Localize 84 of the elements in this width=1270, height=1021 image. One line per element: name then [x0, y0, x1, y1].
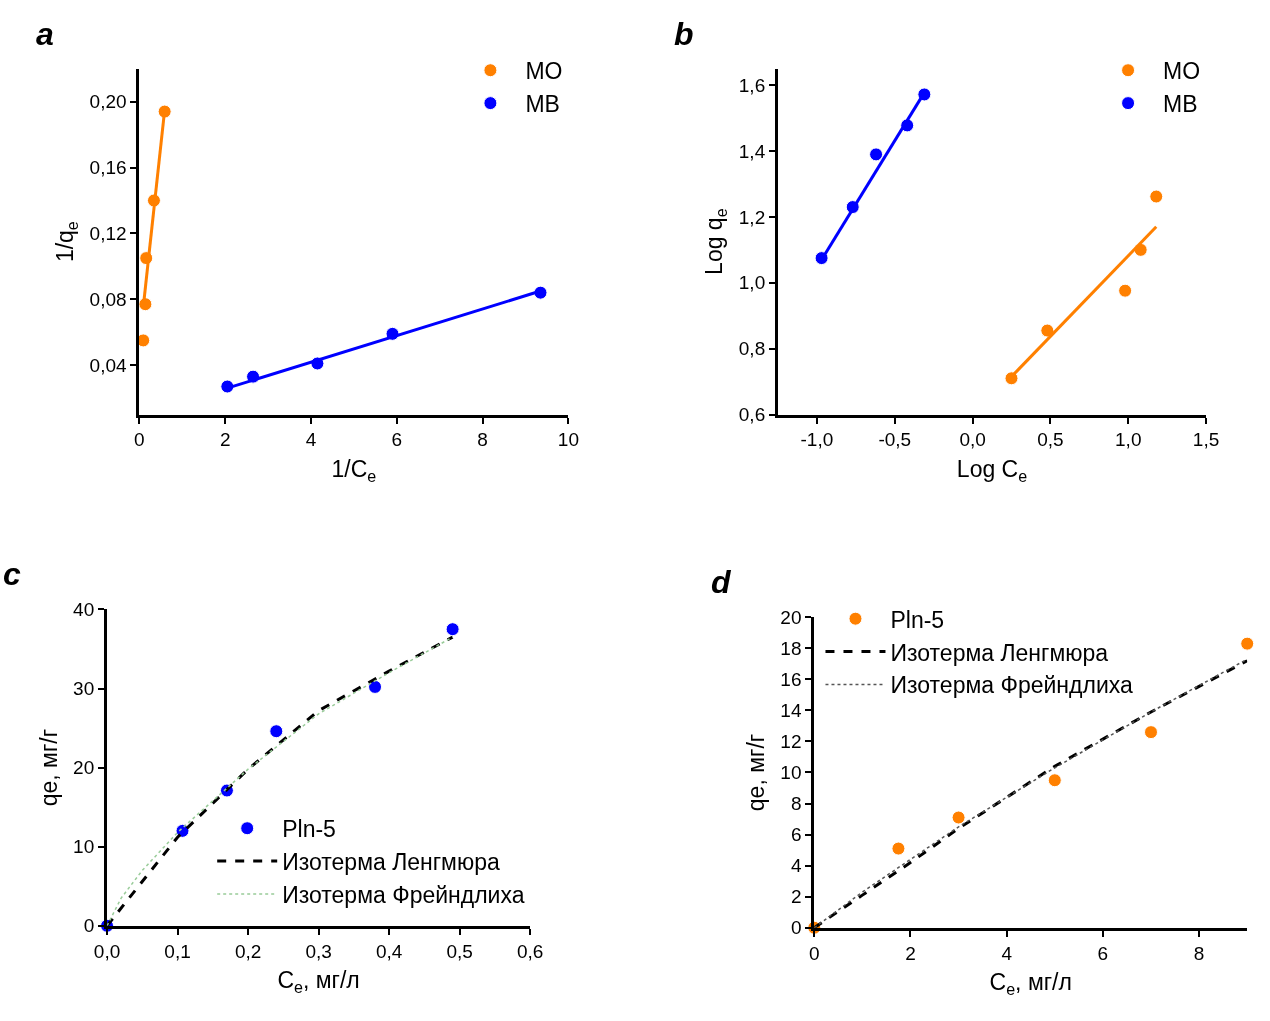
x-tick-label: 0 — [134, 429, 145, 451]
x-axis-title: C$_{e}$, мг/л — [989, 969, 1072, 998]
x-axis-title: C$_{e}$, мг/л — [277, 967, 360, 996]
y-tick-label: 10 — [780, 762, 802, 784]
y-tick-label: 1,0 — [738, 272, 766, 294]
x-tick-label: 0,3 — [305, 940, 332, 962]
y-tick-label: 6 — [790, 824, 802, 846]
point — [269, 724, 284, 739]
point — [1240, 636, 1255, 651]
point — [917, 87, 932, 102]
x-tick-label: 2 — [219, 429, 231, 451]
y-tick-label: 0,16 — [89, 157, 127, 179]
point — [445, 622, 460, 637]
point — [1149, 189, 1164, 204]
point — [1144, 725, 1158, 740]
x-tick-label: 0,0 — [93, 940, 121, 962]
y-tick-label: 8 — [790, 793, 802, 815]
chart-title: a — [36, 16, 54, 52]
y-tick-label: 16 — [780, 669, 802, 690]
y-axis-title: qe, мг/г — [35, 728, 62, 807]
x-tick-label: 4 — [305, 429, 317, 451]
y-tick-label: 30 — [73, 678, 95, 700]
x-tick-label: 0,2 — [234, 940, 262, 962]
point — [1040, 323, 1055, 338]
chart-title: b — [674, 16, 694, 52]
y-tick-label: 20 — [780, 606, 802, 628]
x-tick-label: 4 — [1001, 942, 1013, 964]
x-tick-label: 0 — [808, 942, 820, 964]
point — [1047, 773, 1062, 788]
y-tick-label: 1,6 — [738, 74, 766, 96]
x-tick-label: 8 — [477, 429, 488, 451]
y-tick-label: 1,4 — [738, 140, 766, 162]
x-axis-title: 1/C$_{e}$ — [331, 455, 377, 485]
x-tick-label: 6 — [391, 429, 403, 451]
x-tick-label: 8 — [1193, 942, 1205, 964]
chart-title: d — [711, 564, 732, 600]
x-tick-label: 6 — [1097, 942, 1109, 964]
y-tick-label: 0,08 — [89, 288, 127, 310]
y-tick-label: 4 — [790, 855, 802, 877]
y-tick-label: 0 — [83, 915, 95, 937]
x-axis-title: Log C$_{e}$ — [956, 455, 1028, 485]
legend-label: MO — [1163, 58, 1201, 85]
y-tick-label: 20 — [73, 757, 95, 779]
y-tick-label: 0,20 — [89, 91, 127, 113]
y-tick-label: 40 — [73, 599, 95, 621]
y-tick-label: 0,6 — [738, 404, 766, 426]
legend-label: Изотерма Фрейндлиха — [282, 881, 525, 908]
x-tick-label: 1,5 — [1192, 429, 1220, 451]
chart-title: c — [3, 556, 21, 592]
point — [951, 810, 966, 825]
y-tick-label: 10 — [73, 836, 95, 858]
y-tick-label: 0,04 — [89, 354, 127, 376]
y-tick-label: 0,8 — [738, 338, 766, 360]
x-tick-label: 0,6 — [516, 940, 544, 962]
legend-label: MO — [525, 58, 563, 85]
legend-label: Изотерма Ленгмюра — [890, 639, 1109, 666]
legend-label: Pln-5 — [282, 816, 336, 843]
x-tick-label: 0,5 — [446, 940, 473, 962]
x-tick-label: 10 — [557, 429, 579, 451]
y-tick-label: 2 — [790, 886, 802, 908]
y-tick-label: 1,2 — [738, 206, 766, 228]
point — [891, 841, 906, 856]
x-tick-label: 1,0 — [1115, 429, 1142, 451]
y-tick-label: 0,12 — [89, 223, 127, 245]
legend-label: MB — [525, 91, 560, 118]
legend-label: Изотерма Ленгмюра — [282, 849, 500, 876]
y-tick-label: 14 — [780, 700, 802, 722]
legend-label: MB — [1163, 91, 1198, 118]
x-tick-label: 0,0 — [959, 429, 986, 451]
x-tick-label: 0,1 — [164, 940, 191, 962]
x-tick-label: -1,0 — [800, 429, 834, 451]
x-tick-label: -0,5 — [878, 429, 912, 451]
x-tick-label: 0,5 — [1037, 429, 1064, 451]
point — [1118, 283, 1133, 298]
point — [869, 147, 884, 162]
legend-label: Изотерма Фрейндлиха — [890, 672, 1133, 699]
y-tick-label: 12 — [780, 731, 802, 753]
x-tick-label: 0,4 — [375, 940, 403, 962]
y-axis-title: qe, мг/г — [742, 733, 769, 812]
y-tick-label: 0 — [790, 917, 802, 939]
x-tick-label: 2 — [905, 942, 916, 964]
legend-label: Pln-5 — [890, 606, 945, 633]
point — [368, 679, 383, 694]
y-tick-label: 18 — [780, 637, 802, 659]
